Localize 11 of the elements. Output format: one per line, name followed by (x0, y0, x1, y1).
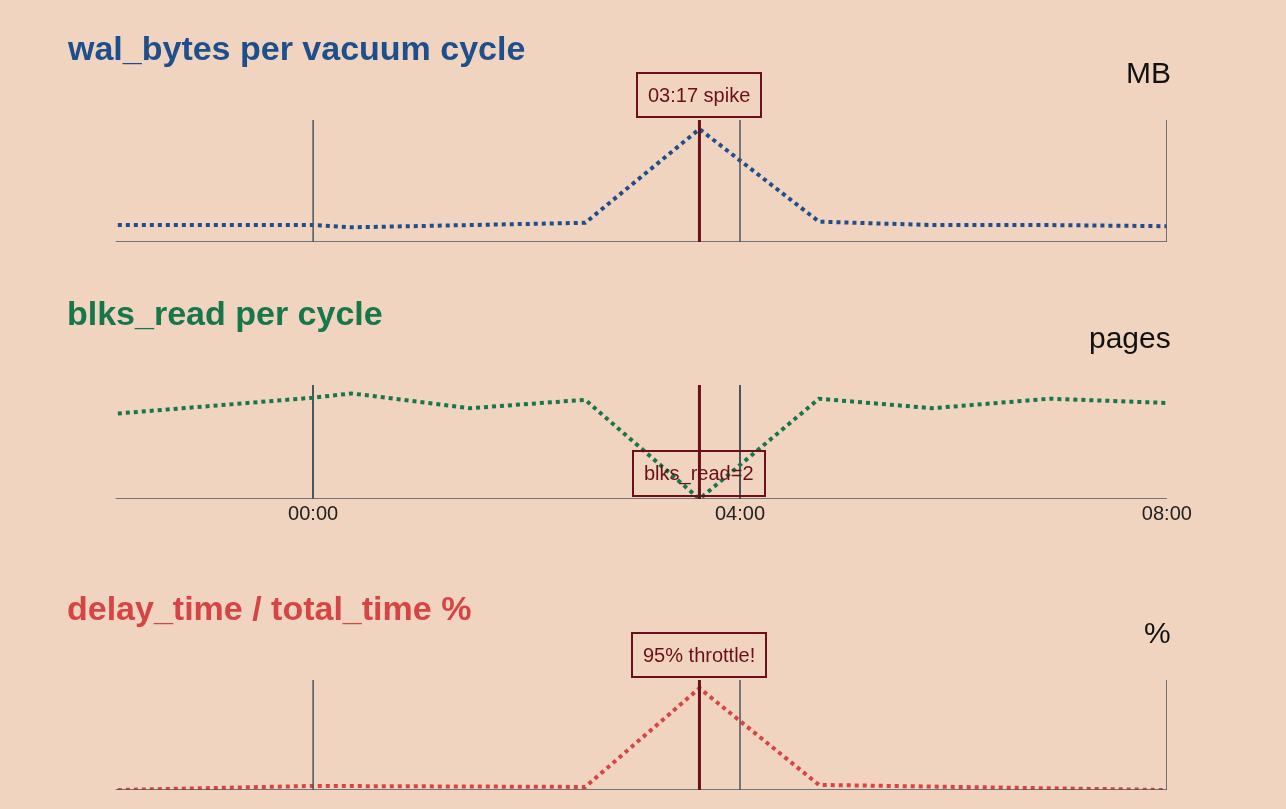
text: 03:17 spike (648, 84, 751, 106)
y-axis-title: MB (1126, 56, 1171, 89)
chart-title: delay_time / total_time % (67, 589, 472, 627)
text: 95% throttle! (643, 644, 756, 666)
x-tick-label: 00:00 (288, 502, 339, 524)
x-tick-label: 08:00 (1141, 502, 1192, 524)
chart-title: blks_read per cycle (67, 294, 383, 332)
y-axis-title: % (1144, 616, 1171, 649)
chart-title: wal_bytes per vacuum cycle (67, 29, 526, 67)
x-tick-label: 04:00 (714, 502, 766, 524)
y-axis-title: pages (1089, 321, 1171, 354)
